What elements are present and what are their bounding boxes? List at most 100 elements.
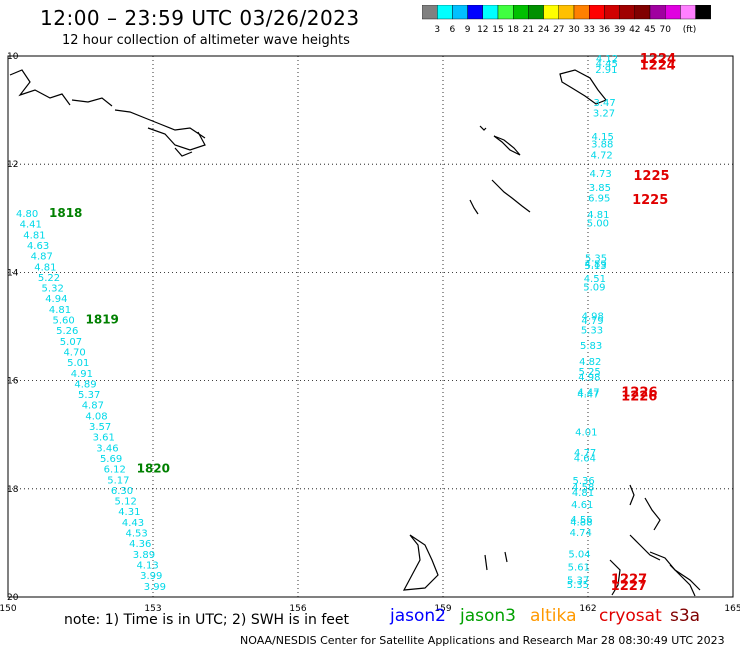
coastline (629, 534, 661, 561)
swh-value-label: 4.47 (577, 390, 599, 401)
swh-value-label: 4.12 (596, 54, 618, 65)
swh-value-label: 5.09 (583, 282, 605, 293)
swh-value-label: 5.22 (38, 273, 60, 284)
swh-value-label: 4.53 (126, 529, 148, 540)
x-tick-label: 150 (0, 604, 17, 614)
color-scale-bar: 3 6 9 12 15 18 21 24 27 30 33 36 39 42 45 70 (ft) (422, 5, 712, 35)
swh-value-label: 4.01 (575, 427, 597, 438)
swh-value-label: 3.61 (93, 433, 115, 444)
swh-value-label: 4.81 (34, 262, 56, 273)
swh-value-label: 3.57 (89, 422, 111, 433)
colorbar-label: 3 (434, 25, 440, 35)
swh-value-label: 5.69 (100, 454, 122, 465)
swh-value-label: 4.98 (578, 372, 600, 383)
swh-value-label: 4.41 (20, 220, 42, 231)
swh-value-label: 5.01 (67, 358, 89, 369)
swh-value-label: 3.89 (133, 550, 155, 561)
swh-value-label: 5.25 (579, 367, 601, 378)
swh-value-label: 4.81 (587, 210, 609, 221)
swh-value-label: 4.87 (82, 401, 104, 412)
swh-value-label: 4.58 (572, 483, 594, 494)
coastline (493, 135, 521, 156)
swh-value-label: 4.77 (574, 448, 596, 459)
colorbar-label: 45 (644, 25, 655, 35)
swh-value-label: 5.12 (115, 497, 137, 508)
swh-value-label: 4.15 (592, 132, 614, 143)
coastline (147, 127, 206, 151)
swh-value-label: 5.33 (581, 326, 603, 337)
pass-time-label: 1225 (633, 169, 669, 184)
swh-value-label: 4.82 (579, 357, 601, 368)
y-tick-label: 12 (7, 160, 18, 170)
y-tick-label: 10 (7, 52, 19, 62)
x-tick-label: 159 (434, 604, 451, 614)
coastline (491, 179, 531, 213)
swh-value-label: 4.98 (582, 312, 604, 323)
pass-time-label: 1227 (611, 573, 647, 588)
swh-value-label: 5.00 (587, 219, 609, 230)
footer-credit: NOAA/NESDIS Center for Satellite Applica… (240, 634, 725, 647)
coastline (609, 559, 621, 596)
swh-value-label: 3.99 (144, 582, 166, 593)
swh-value-label: 4.81 (572, 488, 594, 499)
colorbar-label: 27 (553, 25, 564, 35)
swh-value-label: 5.37 (78, 390, 100, 401)
coastline (484, 554, 488, 571)
swh-value-label: 5.26 (56, 326, 78, 337)
colorbar-label: 33 (583, 25, 594, 35)
colorbar-label: 21 (523, 25, 534, 35)
y-tick-label: 14 (7, 268, 19, 278)
swh-value-label: 6.30 (111, 486, 133, 497)
swh-value-label: 4.64 (574, 453, 596, 464)
colorbar-label: 42 (629, 25, 640, 35)
swh-value-label: 4.13 (136, 560, 158, 571)
x-tick-label: 153 (144, 604, 161, 614)
swh-value-label: 4.81 (23, 230, 45, 241)
pass-time-label: 1226 (621, 390, 657, 405)
swh-value-label: 5.07 (60, 337, 82, 348)
swh-value-label: 5.60 (53, 316, 75, 327)
swh-value-label: 5.61 (568, 563, 590, 574)
coastline (649, 551, 701, 591)
legend-altika: altika (530, 606, 577, 626)
swh-value-label: 3.46 (96, 443, 118, 454)
swh-value-label: 4.73 (590, 169, 612, 180)
page-subtitle: 12 hour collection of altimeter wave hei… (62, 33, 350, 48)
map-frame (7, 55, 734, 598)
swh-value-label: 4.56 (570, 515, 592, 526)
swh-value-label: 4.91 (71, 369, 93, 380)
coastline (174, 147, 193, 157)
swh-value-label: 4.61 (571, 500, 593, 511)
page-title: 12:00 – 23:59 UTC 03/26/2023 (40, 6, 360, 30)
swh-value-label: 5.83 (580, 341, 602, 352)
swh-value-label: 5.35 (567, 580, 589, 591)
pass-time-label: 1818 (49, 206, 82, 220)
x-tick-label: 156 (289, 604, 306, 614)
pass-time-label: 1224 (640, 59, 676, 74)
swh-value-label: 4.89 (74, 379, 96, 390)
legend-cryosat: cryosat (599, 606, 662, 626)
x-tick-label: 165 (724, 604, 740, 614)
pass-time-label: 1226 (621, 385, 657, 400)
x-tick-label: 162 (579, 604, 596, 614)
colorbar-label: 36 (599, 25, 611, 35)
y-tick-label: 16 (7, 377, 19, 387)
pass-time-label: 1820 (137, 462, 170, 476)
swh-value-label: 4.63 (27, 241, 49, 252)
colorbar-label: 12 (477, 25, 488, 35)
swh-value-label: 4.74 (570, 528, 592, 539)
swh-value-label: 4.89 (584, 260, 606, 271)
swh-value-label: 4.31 (118, 507, 140, 518)
colorbar-label: 18 (507, 25, 519, 35)
swh-value-label: 4.81 (49, 305, 71, 316)
swh-value-label: 5.13 (584, 261, 606, 272)
swh-value-label: 4.08 (85, 411, 107, 422)
pass-time-label: 1225 (632, 193, 668, 208)
coastline (479, 125, 487, 131)
coastline (402, 534, 439, 591)
colorbar-label: 39 (614, 25, 626, 35)
swh-value-label: 3.27 (593, 108, 615, 119)
swh-value-label: 5.17 (107, 475, 129, 486)
coastline (559, 69, 607, 105)
